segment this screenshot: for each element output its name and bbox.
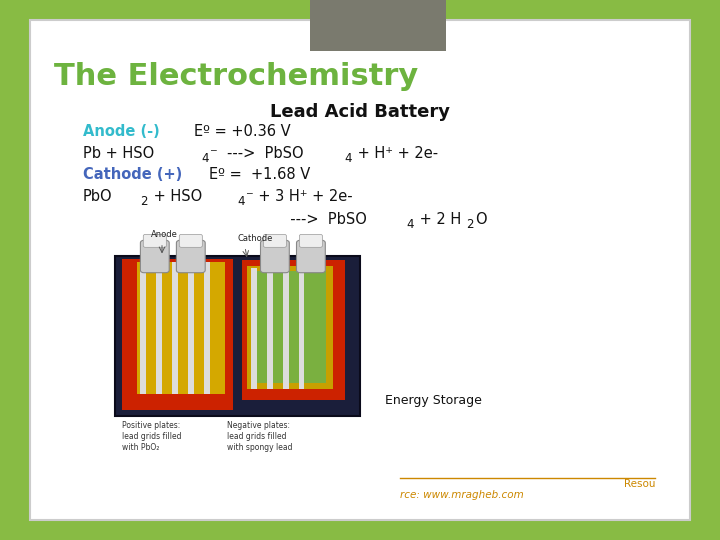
Text: Resou: Resou [624, 479, 655, 489]
Text: ⁻ + 3 H⁺ + 2e-: ⁻ + 3 H⁺ + 2e- [246, 189, 353, 204]
Text: Positive plates:
lead grids filled
with PbO₂: Positive plates: lead grids filled with … [122, 421, 182, 453]
Text: Pb + HSO: Pb + HSO [83, 146, 154, 161]
FancyBboxPatch shape [140, 240, 169, 273]
Text: Negative plates:
lead grids filled
with spongy lead: Negative plates: lead grids filled with … [227, 421, 292, 453]
FancyBboxPatch shape [264, 234, 287, 247]
Text: Eº = +0.36 V: Eº = +0.36 V [194, 124, 291, 139]
FancyBboxPatch shape [30, 20, 690, 520]
Text: rce: www.mragheb.com: rce: www.mragheb.com [400, 490, 523, 500]
FancyBboxPatch shape [179, 234, 202, 247]
Text: + H⁺ + 2e-: + H⁺ + 2e- [353, 146, 438, 161]
FancyBboxPatch shape [243, 260, 346, 400]
Text: 4: 4 [238, 195, 245, 208]
Text: --->  PbSO: ---> PbSO [281, 212, 366, 227]
FancyBboxPatch shape [267, 268, 273, 389]
Text: Eº =  +1.68 V: Eº = +1.68 V [209, 167, 310, 183]
Text: Anode: Anode [151, 230, 178, 239]
FancyBboxPatch shape [300, 234, 323, 247]
Text: Energy Storage: Energy Storage [385, 394, 482, 407]
FancyBboxPatch shape [115, 256, 360, 416]
Text: Cathode: Cathode [238, 234, 273, 243]
FancyBboxPatch shape [188, 262, 194, 394]
Text: 4: 4 [344, 152, 351, 165]
FancyBboxPatch shape [310, 0, 446, 51]
FancyBboxPatch shape [297, 240, 325, 273]
FancyBboxPatch shape [299, 268, 305, 389]
FancyBboxPatch shape [248, 266, 333, 389]
Text: ⁻  --->  PbSO: ⁻ ---> PbSO [210, 146, 304, 161]
FancyBboxPatch shape [257, 271, 325, 383]
Text: Anode (-): Anode (-) [83, 124, 160, 139]
FancyBboxPatch shape [172, 262, 178, 394]
FancyBboxPatch shape [261, 240, 289, 273]
FancyBboxPatch shape [176, 240, 205, 273]
FancyBboxPatch shape [143, 234, 166, 247]
Text: Lead Acid Battery: Lead Acid Battery [270, 103, 450, 120]
Text: The Electrochemistry: The Electrochemistry [54, 62, 418, 91]
Text: + 2 H: + 2 H [415, 212, 462, 227]
Text: 4: 4 [407, 218, 414, 231]
Text: 2: 2 [140, 195, 148, 208]
FancyBboxPatch shape [204, 262, 210, 394]
Text: O: O [475, 212, 487, 227]
FancyBboxPatch shape [283, 268, 289, 389]
FancyBboxPatch shape [122, 259, 233, 410]
Text: Cathode (+): Cathode (+) [83, 167, 182, 183]
Text: PbO: PbO [83, 189, 112, 204]
FancyBboxPatch shape [140, 262, 146, 394]
FancyBboxPatch shape [251, 268, 257, 389]
Text: + HSO: + HSO [149, 189, 202, 204]
Text: 2: 2 [467, 218, 474, 231]
FancyBboxPatch shape [137, 262, 225, 394]
FancyBboxPatch shape [156, 262, 162, 394]
Text: 4: 4 [202, 152, 209, 165]
